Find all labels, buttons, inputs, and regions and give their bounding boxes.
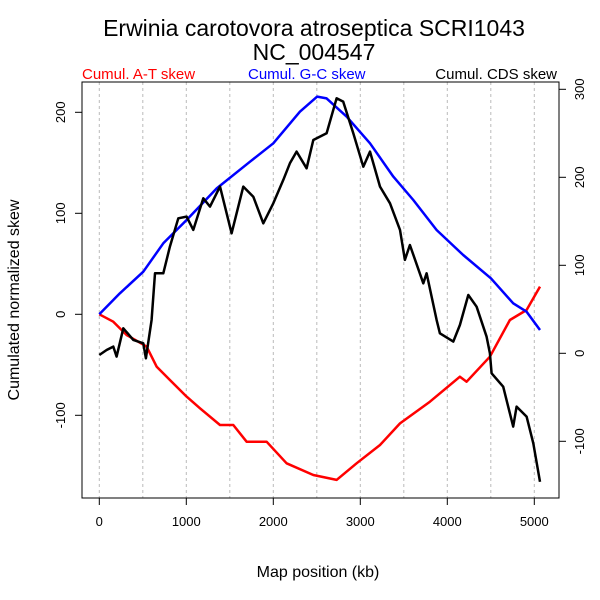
y2-tick-label: 100 xyxy=(572,254,587,276)
series-line-cumul-a-t-skew xyxy=(98,285,542,482)
y2-tick-label: 0 xyxy=(572,350,587,357)
y-axis-label: Cumulated normalized skew xyxy=(6,199,23,400)
x-tick-label: 1000 xyxy=(172,514,201,529)
y-tick-label: 100 xyxy=(53,202,68,224)
legend-gc-skew: Cumul. G-C skew xyxy=(248,66,366,83)
chart-title: Erwinia carotovora atroseptica SCRI1043 xyxy=(103,15,525,41)
legend-cds-skew: Cumul. CDS skew xyxy=(435,66,557,83)
x-axis-label: Map position (kb) xyxy=(257,564,380,581)
plot-frame xyxy=(81,81,560,499)
x-tick-label: 5000 xyxy=(520,514,549,529)
x-tick-label: 0 xyxy=(96,514,103,529)
x-tick-label: 3000 xyxy=(346,514,375,529)
y2-tick-label: 300 xyxy=(572,78,587,100)
y2-tick-label: -100 xyxy=(572,428,587,454)
y2-tick-label: 200 xyxy=(572,166,587,188)
y-tick-label: -100 xyxy=(53,402,68,428)
y-tick-label: 200 xyxy=(53,101,68,123)
x-tick-label: 2000 xyxy=(259,514,288,529)
chart-subtitle: NC_004547 xyxy=(253,39,376,65)
x-tick-label: 4000 xyxy=(433,514,462,529)
series-line-cumul-cds-skew xyxy=(98,97,542,483)
legend-at-skew: Cumul. A-T skew xyxy=(82,66,195,83)
series-line-cumul-g-c-skew xyxy=(98,95,542,331)
y-tick-label: 0 xyxy=(53,311,68,318)
